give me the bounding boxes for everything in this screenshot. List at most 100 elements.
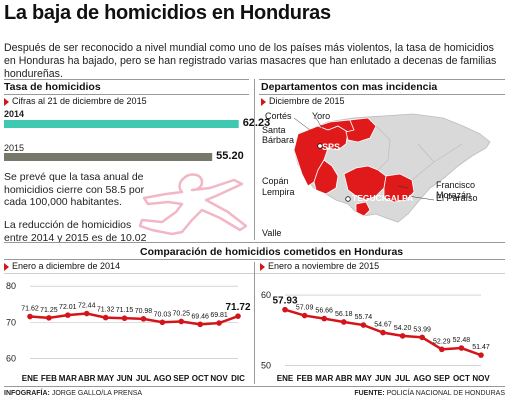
body-outline-icon — [138, 173, 248, 236]
honduras-map — [293, 113, 491, 223]
bar-chart — [4, 120, 239, 161]
data-label: 70.25 — [173, 310, 191, 317]
data-point — [178, 318, 185, 325]
x-tick-label: ENE — [22, 374, 39, 383]
data-label: 69.46 — [191, 313, 209, 320]
triangle-icon — [4, 97, 9, 106]
data-label: 71.25 — [40, 307, 58, 314]
x-tick-label: OCT — [192, 374, 209, 383]
x-tick-label: ENE — [277, 374, 294, 383]
data-point — [216, 320, 222, 326]
triangle-icon — [260, 262, 265, 271]
y-tick-label: 70 — [6, 317, 16, 327]
x-tick-label: ABR — [335, 374, 353, 383]
data-point — [83, 310, 90, 317]
comparacion-left-subheading-text: Enero a diciembre de 2014 — [12, 261, 121, 271]
bar-2014 — [4, 120, 239, 128]
data-point — [197, 321, 203, 328]
x-tick-label: MAR — [59, 374, 77, 383]
region-el-paraiso — [383, 173, 415, 203]
comparacion-left-subheading: Enero a diciembre de 2014 — [4, 261, 120, 271]
footer-source-label: FUENTE: — [354, 390, 385, 397]
x-tick-label: DIC — [231, 374, 245, 383]
data-point — [27, 313, 33, 320]
data-label: 52.29 — [433, 338, 451, 345]
region-lempira — [313, 159, 339, 195]
data-label: 56.18 — [335, 311, 353, 318]
divider — [259, 94, 505, 95]
data-point — [46, 315, 52, 321]
x-tick-label: MAR — [315, 374, 333, 383]
data-label: 71.62 — [21, 306, 39, 313]
data-point — [399, 333, 406, 339]
x-tick-label: JUL — [395, 374, 410, 383]
data-label: 72.44 — [78, 303, 96, 310]
data-label: 71.15 — [116, 307, 134, 314]
region-valle — [355, 201, 371, 217]
y-tick-label: 60 — [261, 290, 271, 300]
data-label: 52.48 — [453, 337, 471, 344]
x-tick-label: NOV — [210, 374, 228, 383]
divider — [259, 79, 505, 80]
divider — [4, 94, 249, 95]
data-label: 53.99 — [413, 326, 431, 333]
sps-marker-icon — [317, 143, 323, 149]
map-label-valle: Valle — [262, 228, 282, 238]
data-label: 70.98 — [135, 308, 153, 315]
data-point — [321, 315, 327, 322]
map-label-santa-barbara: Santa Bárbara — [262, 125, 295, 145]
data-label: 71.72 — [225, 302, 250, 313]
map-label-copan: Copán — [262, 176, 289, 186]
data-point — [140, 316, 147, 322]
divider — [4, 79, 249, 80]
data-point — [235, 313, 241, 319]
data-point — [65, 312, 71, 318]
divider — [4, 242, 505, 243]
data-point — [159, 319, 166, 326]
x-tick-label: JUN — [117, 374, 133, 383]
data-label: 69.81 — [210, 312, 228, 319]
tasa-heading: Tasa de homicidios — [4, 81, 101, 93]
map-label-tegucigalpa: TEGUCIGALPA — [352, 193, 414, 203]
data-point — [419, 334, 425, 341]
tegucigalpa-marker-icon — [345, 196, 351, 202]
y-tick-label: 80 — [6, 281, 16, 291]
x-tick-label: NOV — [472, 374, 490, 383]
footer-credit: INFOGRAFÍA: JORGE GALLO/LA PRENSA — [4, 390, 142, 397]
comparacion-right-subheading: Enero a noviembre de 2015 — [260, 261, 379, 271]
x-tick-label: SEP — [434, 374, 451, 383]
map-label-el-paraiso: El Paraíso — [436, 193, 478, 203]
map-label-cortes: Cortés — [265, 111, 292, 121]
x-tick-label: AGO — [413, 374, 431, 383]
series-line — [29, 312, 239, 326]
bar-category-2015: 2015 — [4, 143, 25, 153]
y-tick-label: 60 — [6, 354, 16, 364]
divider — [254, 262, 255, 384]
data-label: 56.66 — [315, 308, 333, 315]
x-tick-label: MAY — [355, 374, 373, 383]
data-point — [301, 312, 308, 319]
data-label: 54.67 — [374, 322, 392, 329]
line-chart-2014: 80 70 60 71.62 ENE 71.25 FEB 72.01 MAR 72.44 ABR 71… — [6, 281, 251, 383]
x-tick-label: OCT — [453, 374, 470, 383]
x-tick-label: SEP — [173, 374, 190, 383]
data-point — [341, 319, 347, 325]
x-tick-label: MAY — [97, 374, 115, 383]
x-tick-label: FEB — [41, 374, 57, 383]
data-label: 51.47 — [472, 344, 490, 351]
map-label-francisco-morazan: Francisco Morazán — [436, 180, 476, 200]
map-label-lempira: Lempira — [262, 187, 295, 197]
data-point — [380, 329, 386, 336]
footer-credit-value: JORGE GALLO/LA PRENSA — [51, 390, 143, 397]
data-label: 57.09 — [296, 305, 314, 312]
x-tick-label: FEB — [297, 374, 313, 383]
data-point — [360, 322, 367, 328]
footer-source: FUENTE: POLICÍA NACIONAL DE HONDURAS — [354, 390, 505, 397]
divider — [4, 259, 505, 260]
divider — [254, 79, 255, 240]
data-point — [102, 314, 109, 321]
triangle-icon — [4, 262, 9, 271]
bar-2015 — [4, 153, 213, 161]
x-tick-label: ABR — [78, 374, 96, 383]
line-chart-2015: 60 50 57.93 ENE 57.09 FEB 56.66 MAR 56.18 ABR 55.7… — [261, 290, 490, 383]
